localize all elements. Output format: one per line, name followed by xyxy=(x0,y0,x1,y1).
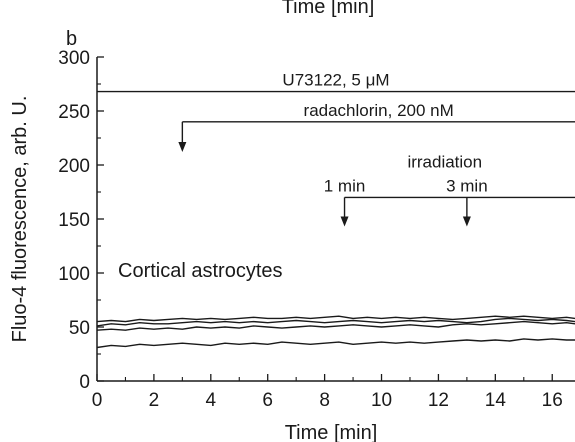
series-line-3 xyxy=(96,320,575,331)
treatment-group: U73122, 5 μM radachlorin, 200 nM irradiati… xyxy=(97,71,575,199)
x-ticks: 0 2 4 6 8 10 12 14 16 xyxy=(92,374,563,411)
x-tick-label: 4 xyxy=(206,390,217,411)
arrow-label: 3 min xyxy=(446,176,488,195)
clipped-top-title: Time [min] xyxy=(282,0,375,18)
x-tick-label: 10 xyxy=(371,390,392,411)
y-tick-label: 100 xyxy=(58,264,90,285)
arrow-group: 1 min 3 min xyxy=(178,121,488,227)
treatment-label: irradiation xyxy=(407,152,482,171)
panel-label: b xyxy=(66,28,77,50)
x-tick-label: 16 xyxy=(542,390,563,411)
x-axis-title: Time [min] xyxy=(285,422,378,442)
y-ticks: 0 50 100 150 200 250 300 xyxy=(58,48,104,393)
arrow-head xyxy=(462,216,471,227)
treatment-label: radachlorin, 200 nM xyxy=(304,101,454,120)
y-tick-label: 0 xyxy=(79,372,90,393)
arrow-head xyxy=(178,142,187,153)
arrow-label: 1 min xyxy=(324,176,366,195)
x-tick-label: 6 xyxy=(262,390,273,411)
series-group xyxy=(96,315,575,349)
plot-area: 0 50 100 150 200 250 300 0 2 4 6 8 10 12 14 16 U73122,… xyxy=(58,48,575,411)
y-tick-label: 150 xyxy=(58,210,90,231)
arrow-head xyxy=(340,216,349,227)
treatment-label: U73122, 5 μM xyxy=(282,71,389,90)
y-tick-label: 50 xyxy=(69,318,90,339)
series-line-1 xyxy=(96,315,575,323)
cell-type-annotation: Cortical astrocytes xyxy=(118,260,283,282)
y-tick-label: 250 xyxy=(58,102,90,123)
x-tick-label: 14 xyxy=(485,390,507,411)
y-tick-label: 200 xyxy=(58,156,90,177)
y-axis-title: Fluo-4 fluorescence, arb. U. xyxy=(9,96,31,343)
x-tick-label: 2 xyxy=(149,390,160,411)
x-tick-label: 12 xyxy=(428,390,449,411)
y-tick-label: 300 xyxy=(58,48,90,69)
x-tick-label: 0 xyxy=(92,390,103,411)
series-line-2 xyxy=(96,317,575,327)
series-line-4 xyxy=(96,338,575,349)
x-tick-label: 8 xyxy=(319,390,330,411)
